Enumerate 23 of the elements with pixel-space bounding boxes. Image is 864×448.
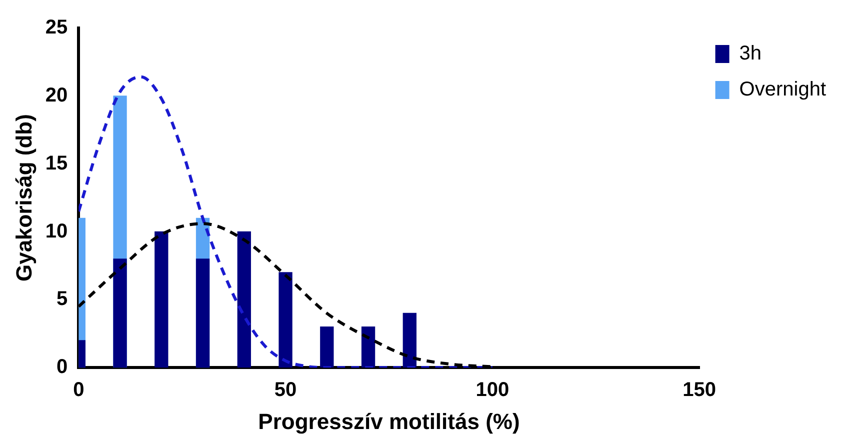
x-tick-label: 150: [682, 379, 716, 402]
bar: [278, 272, 292, 368]
y-tick-label: 15: [45, 152, 68, 174]
y-tick-label: 5: [56, 288, 68, 310]
x-tick-label: 0: [73, 379, 84, 402]
y-tick-label: 10: [45, 220, 68, 242]
bar: [113, 258, 127, 368]
y-tick-label: 0: [56, 356, 68, 378]
bar: [402, 312, 416, 368]
y-axis-title: Gyakoriság (db): [11, 114, 36, 282]
line-series: [78, 75, 494, 368]
bar: [237, 231, 251, 368]
x-tick-label: 100: [476, 379, 510, 402]
bar: [196, 258, 210, 368]
bar: [320, 326, 334, 368]
bar: [361, 326, 376, 368]
legend-label: 3h: [739, 42, 762, 65]
x-tick-label: 50: [274, 379, 297, 402]
y-tick-label: 20: [45, 84, 68, 106]
y-tick-label: 25: [45, 16, 68, 39]
legend-label: Overnight: [739, 78, 826, 101]
x-axis-title: Progresszív motilitás (%): [258, 408, 520, 434]
bar: [154, 231, 168, 368]
